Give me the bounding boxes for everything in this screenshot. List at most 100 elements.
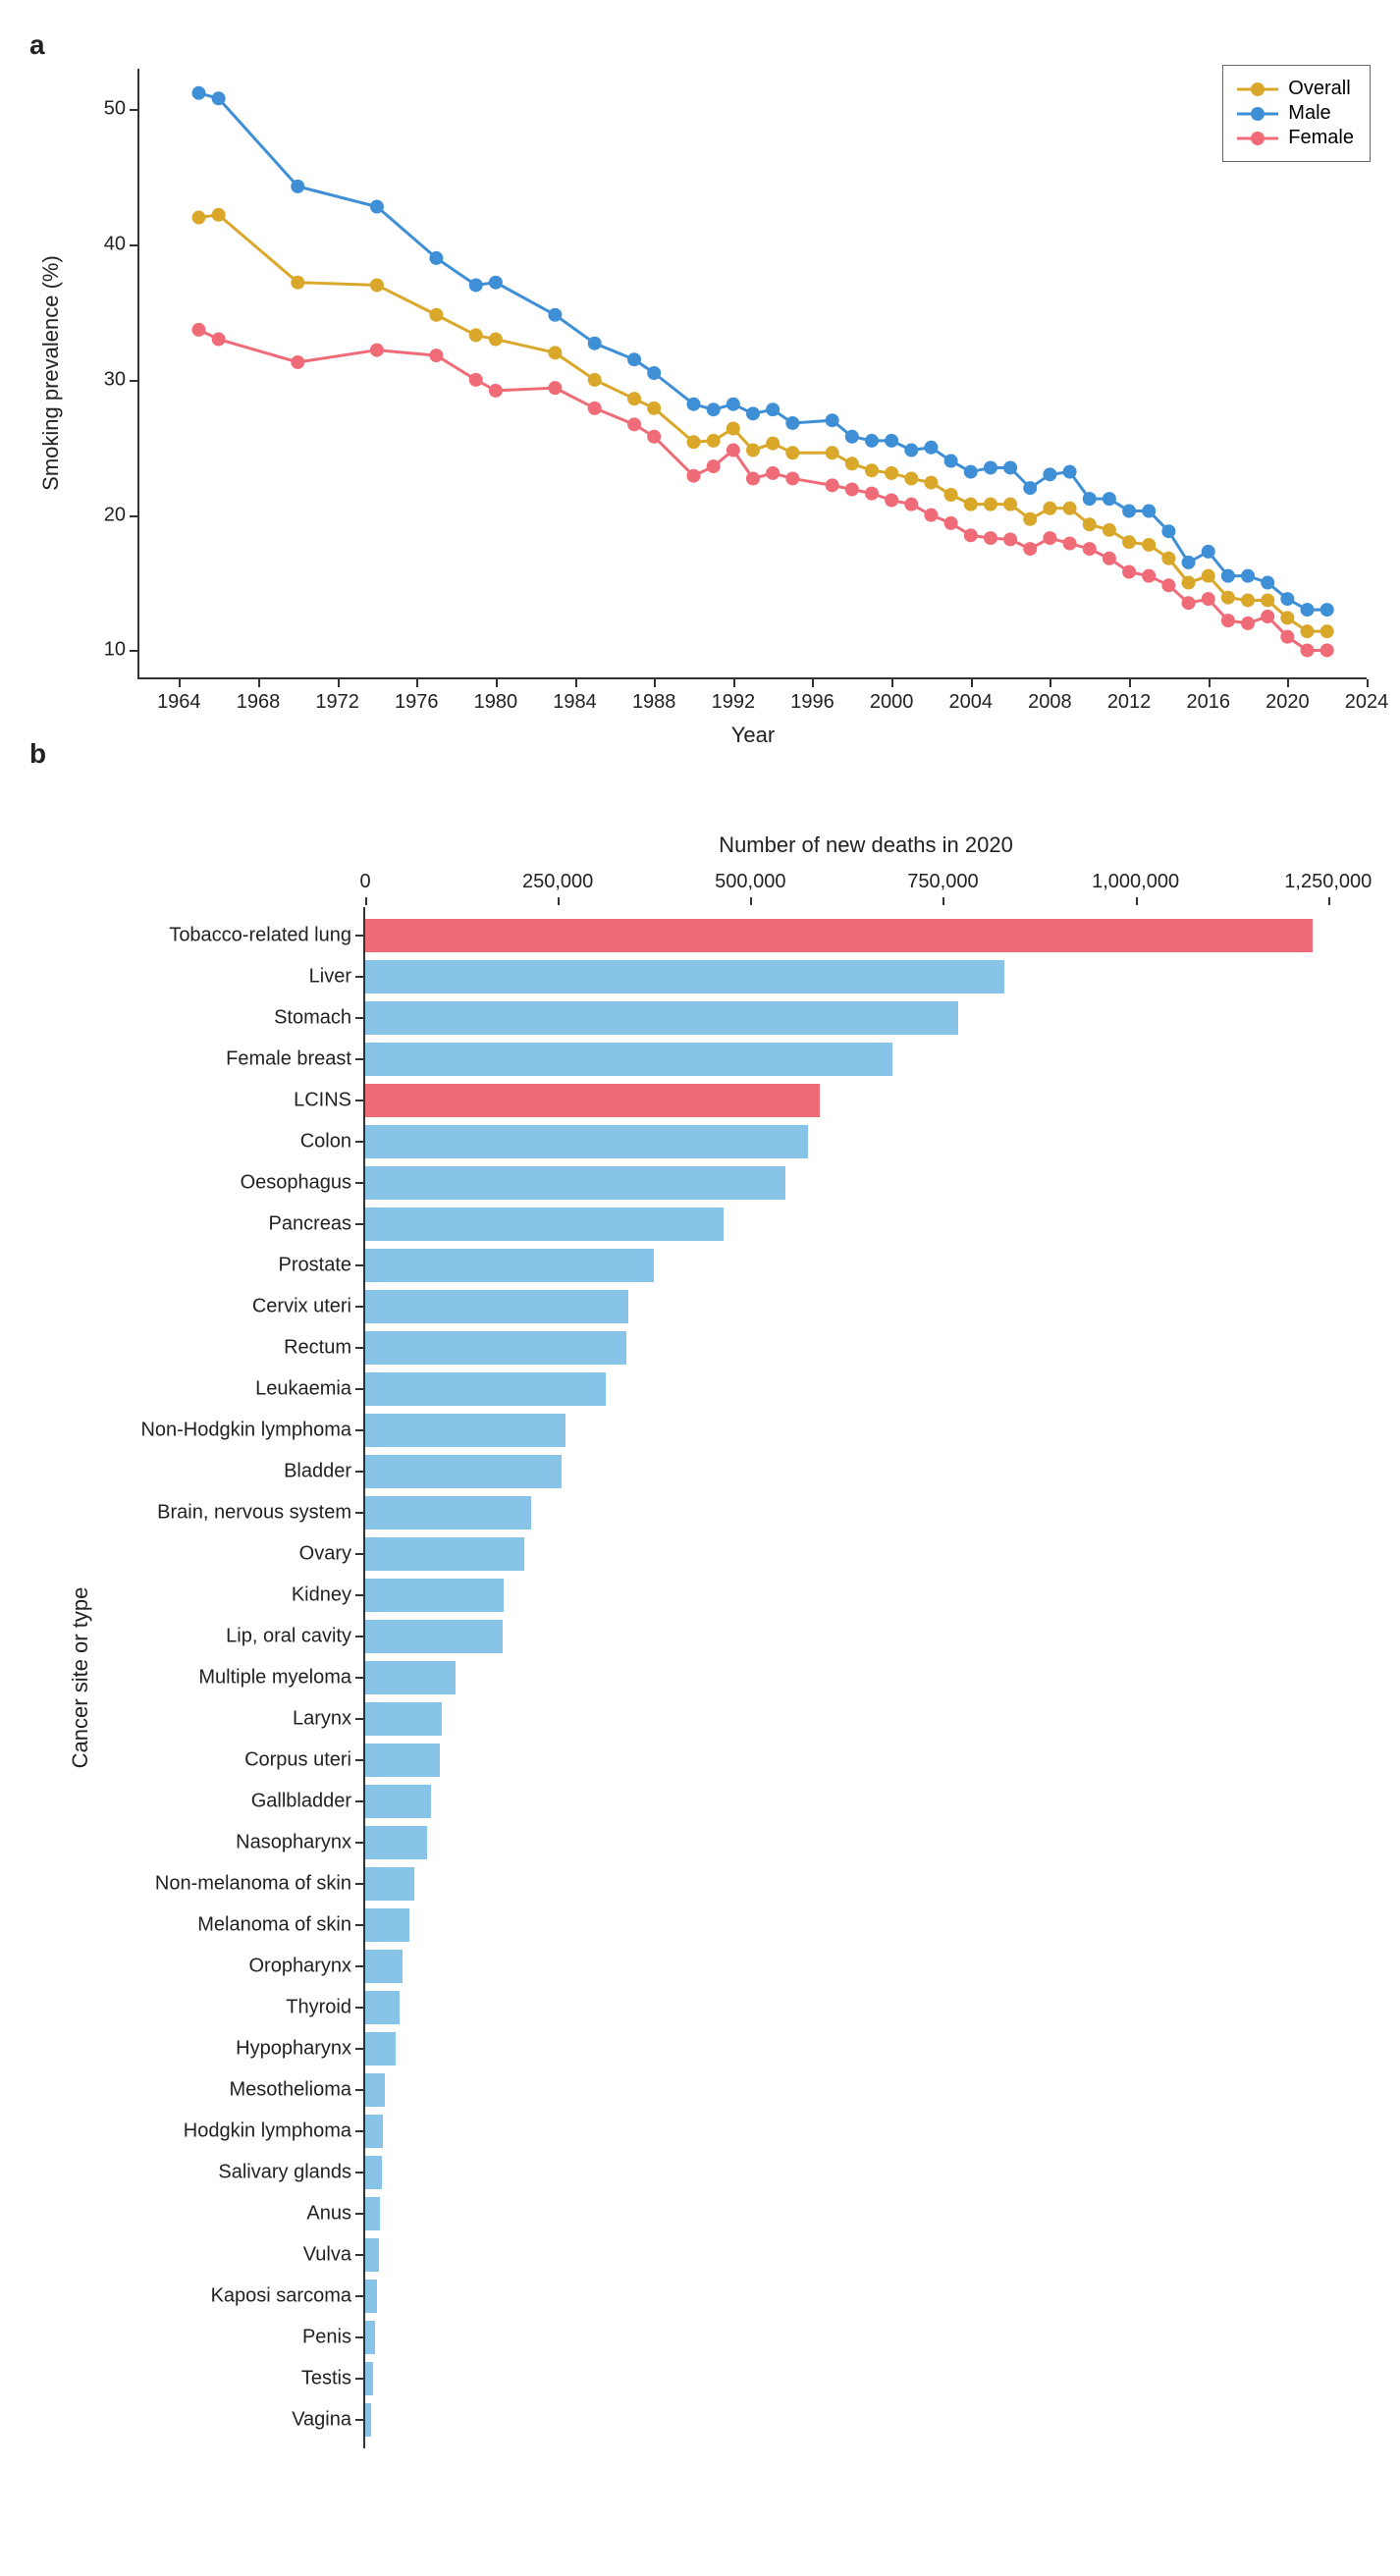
chart-a-series-marker — [904, 471, 918, 485]
chart-b-x-tick-label: 500,000 — [715, 871, 785, 907]
bar-label: Leukaemia — [255, 1378, 365, 1401]
legend-dot-icon — [1251, 107, 1265, 121]
bar-rect — [365, 1496, 531, 1530]
bar-rect — [365, 1702, 442, 1736]
chart-a-series-marker — [746, 444, 760, 457]
chart-a-series-marker — [1083, 542, 1097, 556]
bar-row: Hypopharynx — [365, 2032, 396, 2066]
chart-a-series-marker — [1202, 569, 1215, 583]
chart-a-series-marker — [924, 441, 938, 455]
chart-a-series-marker — [785, 446, 799, 459]
bar-row: Pancreas — [365, 1208, 724, 1241]
chart-a-series-marker — [865, 463, 879, 477]
chart-a-series-marker — [707, 402, 721, 416]
chart-a-series-line — [198, 215, 1326, 631]
bar-row: Kaposi sarcoma — [365, 2280, 377, 2313]
chart-a-series-marker — [687, 398, 701, 411]
chart-a-series-marker — [984, 531, 997, 545]
chart-a-series-marker — [291, 355, 304, 369]
chart-a-series-marker — [984, 460, 997, 474]
chart-a-series-marker — [727, 398, 740, 411]
chart-a-series-marker — [588, 337, 602, 350]
chart-a-series-marker — [291, 180, 304, 193]
bar-row: Brain, nervous system — [365, 1496, 531, 1530]
chart-a-series-marker — [1241, 593, 1255, 607]
chart-a-series-marker — [1142, 569, 1156, 583]
bar-label: Oesophagus — [241, 1172, 365, 1195]
chart-a-series-marker — [1320, 624, 1334, 638]
chart-a-series-marker — [964, 465, 978, 479]
bar-label: Pancreas — [269, 1213, 366, 1236]
chart-a-y-tick-label: 20 — [104, 504, 139, 526]
chart-a-x-tick-label: 1964 — [157, 677, 201, 714]
legend-label: Male — [1288, 102, 1330, 125]
chart-a-series-marker — [1182, 556, 1196, 569]
bar-rect — [365, 960, 1004, 993]
chart-a-series-marker — [785, 471, 799, 485]
chart-a-series-marker — [489, 384, 503, 398]
bar-label: Nasopharynx — [236, 1832, 365, 1854]
chart-a-y-tick-label: 30 — [104, 368, 139, 391]
chart-a-series-marker — [766, 402, 780, 416]
chart-a-x-tick-label: 2016 — [1186, 677, 1230, 714]
chart-a-series-marker — [469, 373, 483, 387]
chart-a-series-marker — [865, 434, 879, 448]
chart-a-series-marker — [1161, 552, 1175, 565]
chart-a-y-tick-label: 50 — [104, 98, 139, 121]
chart-a-x-tick-label: 2000 — [870, 677, 914, 714]
bar-label: Bladder — [284, 1461, 365, 1483]
bar-row: Bladder — [365, 1455, 562, 1488]
bar-row: Oesophagus — [365, 1166, 785, 1200]
chart-a-series-marker — [964, 528, 978, 542]
legend-item: Female — [1237, 127, 1354, 149]
chart-a-series-marker — [885, 494, 898, 508]
panel-a-label: a — [29, 29, 45, 60]
bar-label: Colon — [300, 1131, 365, 1154]
bar-row: Ovary — [365, 1537, 524, 1571]
chart-a-series-marker — [1221, 591, 1235, 605]
bar-row: Vulva — [365, 2238, 379, 2272]
bar-label: Corpus uteri — [244, 1749, 365, 1772]
bar-row: Colon — [365, 1125, 808, 1158]
legend-swatch — [1237, 107, 1278, 121]
chart-a-series-marker — [1103, 523, 1116, 537]
chart-a-series-marker — [885, 434, 898, 448]
chart-a-series-marker — [885, 466, 898, 480]
bar-row: Leukaemia — [365, 1372, 606, 1406]
chart-a-series-marker — [1043, 467, 1056, 481]
chart-a-series-marker — [1003, 460, 1017, 474]
bar-label: Kidney — [292, 1584, 365, 1607]
bar-row: Non-melanoma of skin — [365, 1867, 414, 1901]
chart-a-series-marker — [746, 406, 760, 420]
bar-rect — [365, 1249, 654, 1282]
chart-a-series-marker — [1241, 569, 1255, 583]
chart-a-series-marker — [548, 346, 562, 359]
chart-a-series-marker — [1103, 492, 1116, 506]
bar-rect — [365, 1744, 440, 1777]
chart-a-series-marker — [647, 402, 661, 415]
chart-a-series-marker — [1320, 603, 1334, 617]
legend-swatch — [1237, 82, 1278, 96]
chart-a-series-marker — [370, 344, 384, 357]
bar-label: Oropharynx — [249, 1956, 366, 1978]
chart-a-series-marker — [1202, 545, 1215, 559]
bar-label: LCINS — [294, 1090, 365, 1112]
chart-a-series-marker — [429, 251, 443, 265]
bar-row: Anus — [365, 2197, 380, 2230]
chart-a-series-marker — [1261, 576, 1274, 590]
chart-a-series-marker — [924, 509, 938, 522]
chart-a-series-marker — [1301, 643, 1315, 657]
chart-a-series-marker — [489, 276, 503, 290]
chart-a-series-marker — [944, 516, 958, 530]
bar-row: Stomach — [365, 1001, 958, 1035]
bar-rect — [365, 1043, 892, 1076]
bar-rect — [365, 1290, 628, 1323]
chart-a-series-marker — [1122, 565, 1136, 579]
chart-a-series-marker — [766, 466, 780, 480]
bar-rect — [365, 1125, 808, 1158]
bar-rect — [365, 1084, 820, 1117]
chart-a-series-marker — [845, 456, 859, 470]
chart-a-series-marker — [1122, 505, 1136, 518]
bar-label: Non-melanoma of skin — [155, 1873, 365, 1896]
chart-a-series-marker — [1023, 542, 1037, 556]
